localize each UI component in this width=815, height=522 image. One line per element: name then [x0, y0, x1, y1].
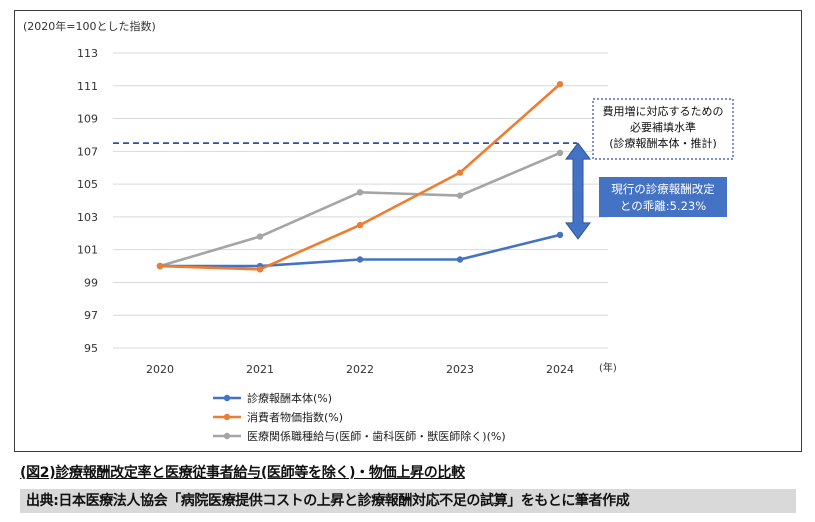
series-point-2	[356, 189, 364, 196]
legend-label: 医療関係職種給与(医師・歯科医師・獣医師除く)(%)	[247, 429, 506, 443]
figure-source: 出典:日本医療法人協会「病院医療提供コストの上昇と診療報酬対応不足の試算」をもと…	[20, 489, 796, 513]
x-tick-label: 2022	[346, 363, 374, 376]
x-tick-label: 2020	[146, 363, 174, 376]
y-tick-label: 105	[77, 178, 98, 191]
required-level-line-2: 必要補填水準	[630, 120, 696, 134]
x-tick-label: 2023	[446, 363, 474, 376]
x-tick-label: 2024	[546, 363, 574, 376]
y-tick-label: 107	[77, 145, 98, 158]
y-tick-label: 101	[77, 244, 98, 257]
series-points	[156, 80, 564, 273]
series-point-0	[556, 231, 564, 239]
series-point-0	[456, 256, 464, 263]
legend-label: 診療報酬本体(%)	[247, 391, 332, 405]
gap-line-1: 現行の診療報酬改定	[611, 182, 715, 196]
y-tick-label: 99	[84, 276, 98, 289]
series-point-1	[256, 266, 264, 273]
required-level-box	[592, 98, 734, 160]
series-point-1	[356, 221, 364, 229]
legend: 診療報酬本体(%) 消費者物価指数(%) 医療関係職種給与(医師・歯科医師・獣医師除…	[213, 391, 506, 443]
series-point-1	[556, 80, 564, 88]
series-lines	[159, 83, 561, 271]
double-arrow-icon	[565, 142, 591, 240]
legend-label: 消費者物価指数(%)	[247, 410, 343, 424]
series-point-2	[456, 192, 464, 199]
y-tick-label: 109	[77, 113, 98, 126]
x-unit-label: (年)	[599, 361, 617, 374]
y-tick-label: 103	[77, 211, 98, 224]
gap-line-2: との乖離:5.23%	[620, 199, 706, 213]
y-tick-label: 111	[77, 80, 98, 93]
y-tick-label: 95	[84, 342, 98, 355]
gap-annotation: 現行の診療報酬改定 との乖離:5.23%	[599, 177, 727, 217]
figure-caption: (図2)診療報酬改定率と医療従事者給与(医師等を除く)・物価上昇の比較	[20, 465, 465, 481]
y-tick-label: 97	[84, 309, 98, 322]
series-point-1	[156, 262, 164, 270]
series-line-1	[159, 83, 561, 271]
series-point-2	[556, 149, 564, 157]
required-level-line-1: 費用増に対応するための	[603, 104, 724, 118]
y-axis-ticks: 113 111 109 107 105 103 101 99 97 95	[77, 47, 98, 355]
legend-swatch-marker	[223, 413, 231, 421]
x-tick-label: 2021	[246, 363, 274, 376]
y-unit-label: (2020年=100とした指数)	[23, 19, 156, 33]
series-point-1	[456, 169, 464, 176]
series-point-2	[256, 233, 264, 240]
chart-frame: (2020年=100とした指数) 113 111 109 107 105 103 101 99…	[14, 10, 802, 452]
legend-swatch-marker	[223, 432, 231, 440]
grid-lines	[113, 52, 608, 349]
x-axis-ticks: 2020 2021 2022 2023 2024	[146, 363, 574, 376]
series-point-0	[356, 256, 364, 263]
required-level-annotation: 費用増に対応するための 必要補填水準 (診療報酬本体・推計)	[592, 98, 734, 160]
legend-swatch-marker	[223, 394, 231, 402]
gap-box	[599, 177, 727, 217]
gap-arrow	[565, 142, 591, 240]
y-tick-label: 113	[77, 47, 98, 60]
line-chart: (2020年=100とした指数) 113 111 109 107 105 103 101 99…	[23, 19, 734, 443]
required-level-line-3: (診療報酬本体・推計)	[609, 136, 717, 150]
